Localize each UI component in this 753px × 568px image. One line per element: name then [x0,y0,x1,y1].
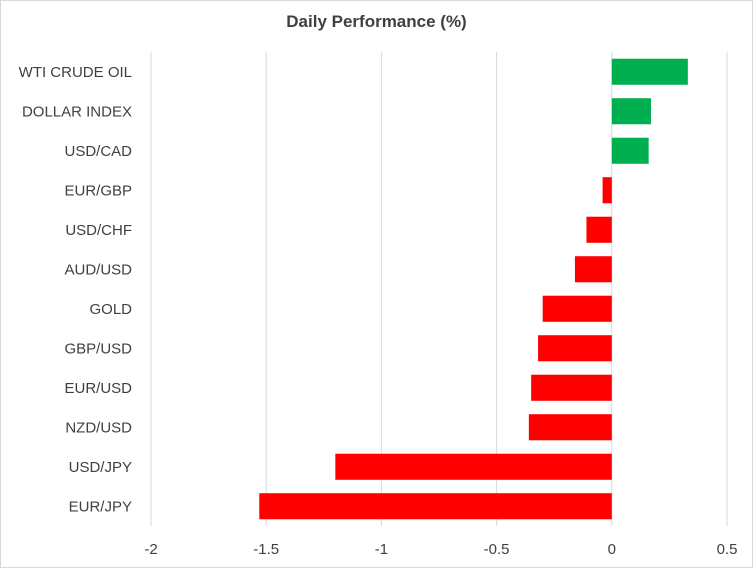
chart-title: Daily Performance (%) [286,12,467,31]
category-label: EUR/USD [64,380,132,397]
bar [531,374,612,401]
x-tick-labels: -2 -1.5 -1 -0.5 0 0.5 [144,541,737,558]
bars [259,58,688,520]
bar [335,453,612,480]
category-label: EUR/JPY [69,498,132,515]
bar [611,98,651,125]
category-label: NZD/USD [65,419,132,436]
category-label: DOLLAR INDEX [22,103,132,120]
category-label: USD/CAD [64,143,132,160]
bar [586,216,612,243]
x-tick-label: -2 [144,541,157,558]
bar [259,493,612,520]
bar [538,335,612,362]
x-tick-label: 0 [608,541,616,558]
category-label: GBP/USD [64,340,132,357]
category-label: AUD/USD [64,261,132,278]
category-labels: WTI CRUDE OIL DOLLAR INDEX USD/CAD EUR/GBP U… [19,64,133,516]
x-tick-label: 0.5 [717,541,738,558]
x-tick-label: -1.5 [253,541,279,558]
bar [574,256,612,283]
x-tick-label: -1 [375,541,388,558]
bar [602,177,612,204]
category-label: USD/CHF [65,222,132,239]
bar [542,295,612,322]
category-label: EUR/GBP [64,182,132,199]
bar [528,414,612,441]
bar [611,58,688,85]
bar [611,137,649,164]
x-tick-label: -0.5 [484,541,510,558]
category-label: GOLD [89,301,132,318]
category-label: WTI CRUDE OIL [19,64,132,81]
category-label: USD/JPY [69,459,132,476]
gridlines [150,52,728,526]
